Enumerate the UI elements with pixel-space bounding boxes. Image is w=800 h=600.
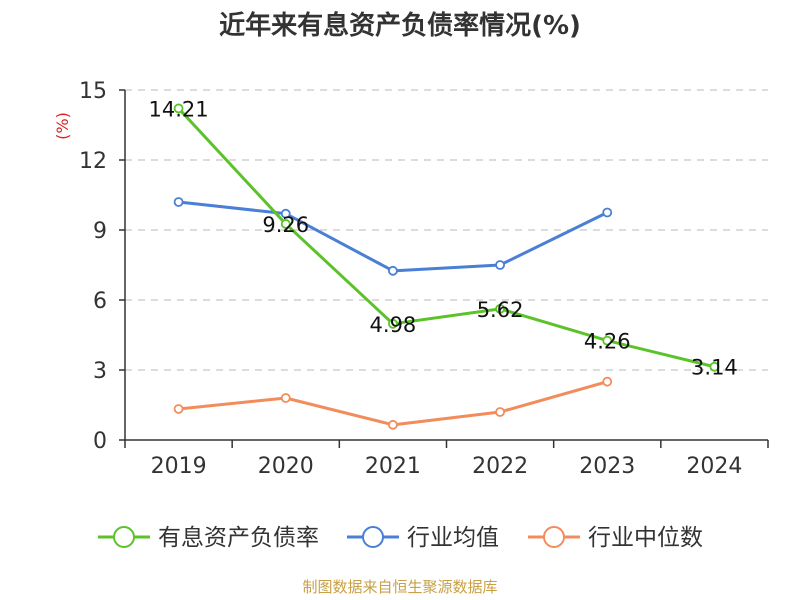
x-tick-label: 2021 (365, 454, 421, 479)
data-point (173, 103, 184, 114)
data-point (388, 318, 398, 329)
series-line (178, 380, 608, 427)
data-point (602, 207, 613, 218)
data-label: 5.62 (477, 298, 524, 322)
legend-label: 有息资产负债率 (158, 525, 319, 551)
legend-label: 行业中位数 (588, 525, 703, 551)
data-point (388, 419, 398, 430)
x-tick-label: 2023 (579, 454, 635, 479)
y-tick-label: 0 (93, 429, 107, 454)
source-note: 制图数据来自恒生聚源数据库 (302, 578, 497, 596)
axes (119, 89, 769, 448)
x-tick-label: 2024 (686, 454, 742, 479)
grid-lines (125, 89, 768, 371)
data-point (173, 197, 184, 207)
y-tick-label: 15 (79, 79, 107, 104)
legend[interactable]: 有息资产负债率 行业均值 行业中位数 (98, 525, 703, 551)
data-point (709, 361, 720, 372)
x-tick-label: 2019 (151, 454, 207, 479)
legend-marker (113, 526, 135, 548)
data-point (173, 404, 184, 414)
data-point (280, 393, 291, 403)
series-lines (173, 103, 720, 430)
data-point (280, 208, 291, 219)
data-label: 14.21 (149, 97, 209, 121)
y-tick-label: 9 (93, 219, 107, 244)
series-line (178, 200, 608, 273)
data-point (280, 219, 291, 229)
legend-item[interactable]: 行业中位数 (528, 525, 703, 551)
data-label: 4.98 (370, 313, 417, 337)
data-label: 3.14 (691, 356, 738, 380)
x-tick-labels: 2019 2020 2021 2022 2023 2024 (151, 454, 743, 479)
data-point (602, 376, 613, 387)
x-tick-label: 2022 (472, 454, 528, 479)
x-tick-label: 2020 (258, 454, 314, 479)
data-point (495, 260, 505, 270)
y-tick-labels: 0 3 6 9 12 15 (79, 79, 107, 454)
data-point (388, 265, 398, 276)
series-line (177, 107, 715, 369)
data-point (602, 335, 613, 346)
legend-label: 行业均值 (407, 525, 499, 551)
data-label: 9.26 (262, 213, 309, 237)
data-point (495, 303, 505, 314)
y-tick-label: 3 (93, 359, 107, 384)
data-labels: 14.21 9.26 4.98 5.62 4.26 3.14 (149, 97, 738, 379)
chart-title: 近年来有息资产负债率情况(%) (219, 10, 581, 41)
legend-marker (362, 526, 384, 548)
legend-item[interactable]: 行业均值 (347, 525, 499, 551)
y-tick-label: 6 (93, 289, 107, 314)
legend-item[interactable]: 有息资产负债率 (98, 525, 319, 551)
data-point (495, 407, 505, 417)
data-label: 4.26 (584, 330, 631, 354)
legend-marker (543, 526, 565, 548)
y-axis-label: (%) (53, 112, 72, 140)
y-tick-label: 12 (79, 149, 107, 174)
